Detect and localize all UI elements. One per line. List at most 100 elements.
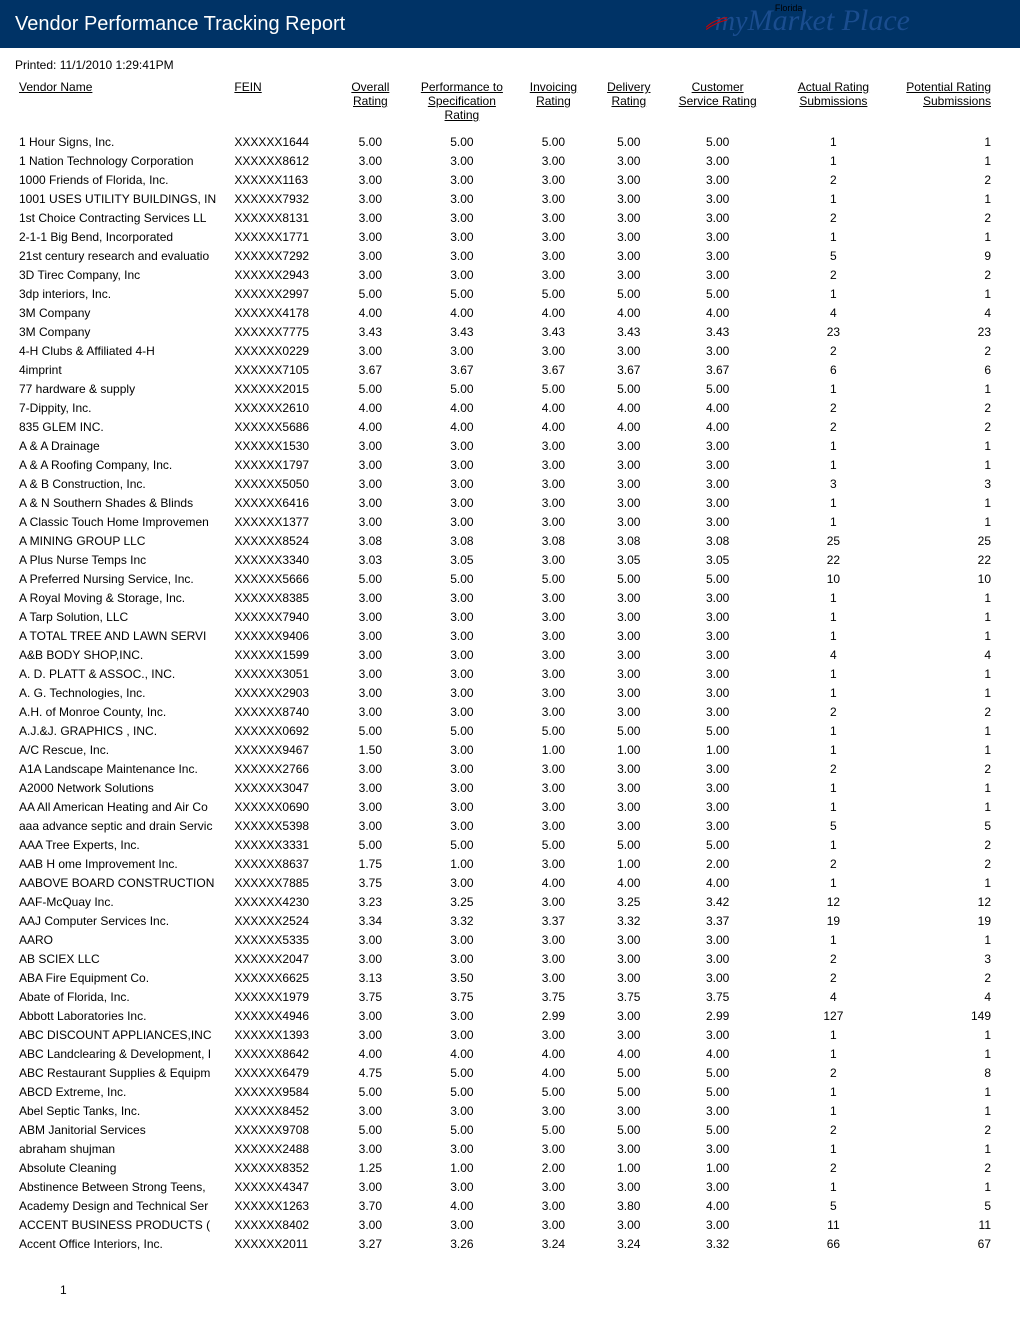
table-header-row: Vendor Name FEIN Overall Rating Performa… xyxy=(15,78,995,132)
cell-pot: 1 xyxy=(898,607,995,626)
cell-fein: XXXXXX9467 xyxy=(230,740,332,759)
cell-fein: XXXXXX7292 xyxy=(230,246,332,265)
cell-vendor: ABCD Extreme, Inc. xyxy=(15,1082,230,1101)
cell-inv: 3.00 xyxy=(516,1101,591,1120)
cell-overall: 3.00 xyxy=(333,512,408,531)
cell-cust: 4.00 xyxy=(666,417,768,436)
cell-del: 3.67 xyxy=(591,360,666,379)
cell-del: 3.80 xyxy=(591,1196,666,1215)
cell-pot: 1 xyxy=(898,683,995,702)
table-row: 7-Dippity, Inc.XXXXXX26104.004.004.004.0… xyxy=(15,398,995,417)
cell-inv: 3.00 xyxy=(516,341,591,360)
cell-inv: 4.00 xyxy=(516,417,591,436)
cell-vendor: AARO xyxy=(15,930,230,949)
cell-pot: 23 xyxy=(898,322,995,341)
cell-cust: 3.75 xyxy=(666,987,768,1006)
cell-pot: 67 xyxy=(898,1234,995,1253)
cell-fein: XXXXXX6479 xyxy=(230,1063,332,1082)
cell-perf: 3.75 xyxy=(408,987,516,1006)
cell-actual: 1 xyxy=(769,683,898,702)
cell-actual: 2 xyxy=(769,341,898,360)
table-row: 77 hardware & supplyXXXXXX20155.005.005.… xyxy=(15,379,995,398)
cell-pot: 2 xyxy=(898,1120,995,1139)
cell-perf: 5.00 xyxy=(408,835,516,854)
cell-pot: 1 xyxy=(898,740,995,759)
table-row: A & B Construction, Inc.XXXXXX50503.003.… xyxy=(15,474,995,493)
cell-inv: 3.08 xyxy=(516,531,591,550)
cell-del: 3.25 xyxy=(591,892,666,911)
cell-actual: 1 xyxy=(769,1082,898,1101)
cell-fein: XXXXXX1393 xyxy=(230,1025,332,1044)
cell-del: 3.00 xyxy=(591,227,666,246)
cell-actual: 1 xyxy=(769,664,898,683)
table-row: ABCD Extreme, Inc.XXXXXX95845.005.005.00… xyxy=(15,1082,995,1101)
page-number: 1 xyxy=(0,1253,1020,1297)
cell-overall: 3.00 xyxy=(333,626,408,645)
cell-inv: 3.00 xyxy=(516,949,591,968)
cell-perf: 3.00 xyxy=(408,455,516,474)
cell-inv: 3.75 xyxy=(516,987,591,1006)
cell-actual: 1 xyxy=(769,1139,898,1158)
cell-actual: 2 xyxy=(769,417,898,436)
cell-inv: 3.00 xyxy=(516,702,591,721)
cell-pot: 1 xyxy=(898,873,995,892)
cell-pot: 5 xyxy=(898,1196,995,1215)
cell-perf: 3.00 xyxy=(408,778,516,797)
cell-pot: 1 xyxy=(898,1139,995,1158)
cell-del: 1.00 xyxy=(591,1158,666,1177)
cell-fein: XXXXXX2997 xyxy=(230,284,332,303)
cell-del: 3.00 xyxy=(591,816,666,835)
table-row: AAA Tree Experts, Inc.XXXXXX33315.005.00… xyxy=(15,835,995,854)
cell-pot: 2 xyxy=(898,854,995,873)
cell-actual: 4 xyxy=(769,303,898,322)
table-row: 3M CompanyXXXXXX41784.004.004.004.004.00… xyxy=(15,303,995,322)
table-row: 1st Choice Contracting Services LLXXXXXX… xyxy=(15,208,995,227)
cell-perf: 4.00 xyxy=(408,1044,516,1063)
cell-perf: 3.00 xyxy=(408,1101,516,1120)
cell-del: 3.00 xyxy=(591,455,666,474)
cell-vendor: 3dp interiors, Inc. xyxy=(15,284,230,303)
cell-perf: 3.00 xyxy=(408,1215,516,1234)
cell-pot: 25 xyxy=(898,531,995,550)
cell-overall: 3.00 xyxy=(333,930,408,949)
cell-cust: 3.37 xyxy=(666,911,768,930)
cell-inv: 3.00 xyxy=(516,1025,591,1044)
cell-actual: 1 xyxy=(769,797,898,816)
cell-overall: 3.00 xyxy=(333,759,408,778)
cell-perf: 3.00 xyxy=(408,512,516,531)
cell-cust: 5.00 xyxy=(666,379,768,398)
cell-actual: 2 xyxy=(769,1120,898,1139)
cell-actual: 1 xyxy=(769,721,898,740)
table-row: A Classic Touch Home ImprovemenXXXXXX137… xyxy=(15,512,995,531)
table-row: A&B BODY SHOP,INC.XXXXXX15993.003.003.00… xyxy=(15,645,995,664)
cell-actual: 1 xyxy=(769,284,898,303)
cell-cust: 5.00 xyxy=(666,569,768,588)
cell-fein: XXXXXX3047 xyxy=(230,778,332,797)
cell-overall: 1.50 xyxy=(333,740,408,759)
cell-vendor: Abel Septic Tanks, Inc. xyxy=(15,1101,230,1120)
cell-cust: 1.00 xyxy=(666,740,768,759)
cell-cust: 3.00 xyxy=(666,683,768,702)
cell-overall: 5.00 xyxy=(333,132,408,151)
cell-inv: 3.00 xyxy=(516,493,591,512)
cell-fein: XXXXXX2610 xyxy=(230,398,332,417)
cell-actual: 1 xyxy=(769,873,898,892)
cell-inv: 5.00 xyxy=(516,132,591,151)
col-fein: FEIN xyxy=(230,78,332,132)
cell-vendor: ABC Landclearing & Development, I xyxy=(15,1044,230,1063)
cell-fein: XXXXXX1263 xyxy=(230,1196,332,1215)
cell-vendor: A. D. PLATT & ASSOC., INC. xyxy=(15,664,230,683)
cell-cust: 5.00 xyxy=(666,835,768,854)
cell-del: 3.00 xyxy=(591,493,666,512)
cell-actual: 5 xyxy=(769,246,898,265)
cell-pot: 3 xyxy=(898,949,995,968)
page-header: Vendor Performance Tracking Report Flori… xyxy=(0,0,1020,48)
cell-pot: 2 xyxy=(898,702,995,721)
cell-pot: 12 xyxy=(898,892,995,911)
cell-inv: 3.00 xyxy=(516,778,591,797)
cell-cust: 3.00 xyxy=(666,930,768,949)
table-row: A Preferred Nursing Service, Inc.XXXXXX5… xyxy=(15,569,995,588)
cell-actual: 1 xyxy=(769,1101,898,1120)
cell-cust: 3.00 xyxy=(666,1215,768,1234)
cell-vendor: 3D Tirec Company, Inc xyxy=(15,265,230,284)
